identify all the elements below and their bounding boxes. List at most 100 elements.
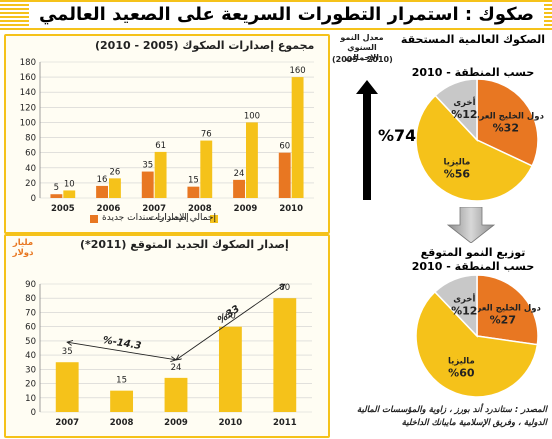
x-tick-label: 2010 [279, 204, 303, 214]
bar [291, 77, 304, 198]
outstanding-pie-title: الصكوك العالمية المستحقة [400, 33, 546, 46]
x-tick-label: 2008 [188, 204, 212, 214]
data-label: 35 [62, 347, 73, 357]
pie-slice-value: %27 [490, 314, 516, 327]
y-tick-label: 140 [20, 88, 36, 98]
source-note: المصدر : ستاندرد أند بورز ، زاوية والمؤس… [332, 404, 547, 430]
x-tick-label: 2007 [55, 418, 79, 428]
y-tick-label: 10 [25, 394, 36, 404]
pie-slice-label: دول الخليج العربي [465, 304, 542, 314]
y-tick-label: 0 [31, 194, 36, 204]
growth-period: (2005 - 2010) [332, 55, 393, 64]
pie-slice [476, 274, 539, 346]
data-label: 160 [289, 66, 305, 76]
x-tick-label: 2006 [97, 204, 121, 214]
legend-label-new: إصدارات سندات جديدة [102, 213, 189, 223]
bar [246, 122, 258, 198]
growth-label: معدل النمو السنوي الإجمالي [340, 33, 384, 62]
growth-arrow-icon [356, 80, 378, 200]
y-tick-label: 80 [25, 134, 36, 144]
y-tick-label: 50 [25, 337, 36, 347]
source-line-2: الدولية ، وفريق الإسلامية مايبانك الداخل… [401, 418, 547, 428]
data-label: 5 [54, 183, 59, 193]
x-tick-label: 2005 [51, 204, 75, 214]
issuance-chart-title: مجموع إصدارات الصكوك (2005 - 2010) [95, 39, 315, 52]
outstanding-pie-chart: دول الخليج العربي%32 ماليزيا%56 أخرى%12 [415, 78, 545, 202]
x-tick-label: 2009 [234, 204, 258, 214]
pie-slice-value: %60 [448, 366, 475, 379]
pie-slice-value: %12 [451, 304, 477, 317]
pie-slice [415, 94, 534, 202]
x-tick-label: 2010 [219, 418, 243, 428]
data-label: 100 [244, 111, 260, 121]
pie-slice-label: أخرى [453, 96, 475, 108]
bar [187, 186, 200, 198]
issuance-legend: إجمالي الإصدارات إصدارات سندات جديدة [60, 212, 320, 226]
data-label: 15 [188, 176, 199, 186]
new-issuance-ylabel: مليار دولار [12, 238, 34, 258]
y-tick-label: 180 [20, 58, 36, 68]
growth-pie-chart: دول الخليج العربي%27 ماليزيا%60 أخرى%12 [415, 274, 542, 398]
growth-value: %74 [378, 126, 417, 145]
y-tick-label: 30 [25, 365, 36, 375]
bar [273, 298, 297, 412]
data-label: 26 [110, 167, 121, 177]
y-tick-label: 20 [25, 179, 36, 189]
growth-annotation-label: %-14.3 [102, 335, 142, 352]
y-tick-label: 100 [20, 118, 36, 128]
y-tick-label: 40 [25, 164, 36, 174]
x-tick-label: 2008 [110, 418, 134, 428]
y-tick-label: 60 [25, 323, 36, 333]
bar [233, 179, 245, 198]
bar [110, 390, 134, 412]
pie-slice-label: أخرى [453, 292, 475, 304]
y-tick-label: 120 [20, 103, 36, 113]
bar [141, 171, 154, 198]
data-label: 76 [201, 130, 212, 140]
new-issuance-chart-title: إصدار الصكوك الجديد المتوقع (2011*) [80, 238, 289, 251]
y-tick-label: 20 [25, 380, 36, 390]
pie-slice [433, 274, 478, 338]
new-issuance-bar-chart: 0102030405060708090352007152008242009602… [25, 280, 312, 428]
data-label: 24 [234, 169, 245, 179]
pie-slice [434, 78, 478, 142]
down-arrow-icon [446, 207, 496, 243]
bar [164, 377, 188, 412]
data-label: 16 [97, 175, 108, 185]
y-tick-label: 90 [25, 280, 36, 290]
bar [154, 151, 167, 198]
bar [278, 152, 291, 198]
bar [218, 326, 242, 412]
legend-label-total: إجمالي الإصدارات [149, 213, 216, 223]
bar [200, 140, 213, 198]
data-label: 24 [171, 363, 182, 373]
pie-slice-label: ماليزيا [448, 356, 475, 366]
pie-slice [476, 78, 539, 167]
y-tick-label: 80 [25, 294, 36, 304]
title-bar: صكوك : استمرار التطورات السريعة على الصع… [0, 0, 552, 30]
x-tick-label: 2007 [142, 204, 166, 214]
pie-slice-label: ماليزيا [444, 158, 471, 168]
y-tick-label: 0 [31, 408, 36, 418]
y-tick-label: 60 [25, 149, 36, 159]
data-label: 61 [155, 141, 166, 151]
data-label: 60 [279, 142, 290, 152]
issuance-chart-panel [4, 34, 330, 234]
growth-pie-title: توزيع النمو المتوقع [420, 246, 526, 259]
pie-slice [415, 290, 539, 398]
growth-annotation-arrow [176, 284, 285, 360]
bar [109, 178, 121, 198]
pie-slice-value: %56 [444, 168, 471, 181]
data-label: 35 [142, 161, 153, 171]
pie-slice-value: %12 [451, 108, 477, 121]
growth-annotation-arrow [67, 342, 176, 360]
bar [96, 185, 108, 198]
bar [63, 190, 76, 198]
x-tick-label: 2009 [164, 418, 188, 428]
x-tick-label: 2011 [273, 418, 297, 428]
page-title: صكوك : استمرار التطورات السريعة على الصع… [28, 3, 544, 27]
outstanding-pie-subtitle: حسب المنطقة - 2010 [411, 66, 535, 79]
legend-swatch-total [210, 215, 218, 223]
bar [50, 194, 63, 198]
